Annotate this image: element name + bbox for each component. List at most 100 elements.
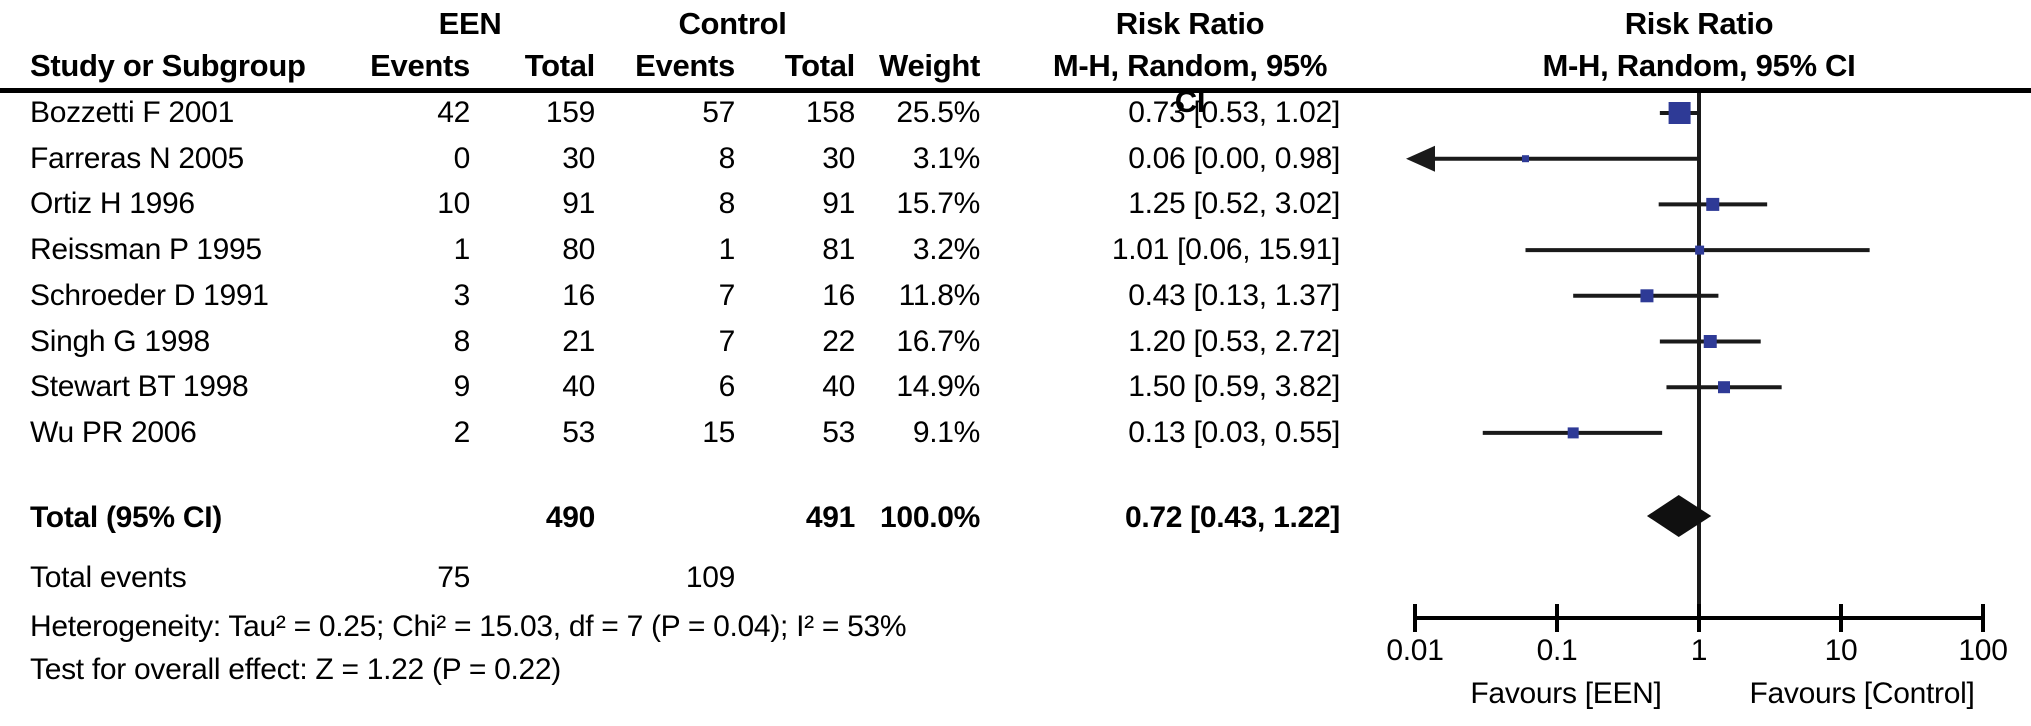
effect-estimate-cell: 1.25 [0.52, 3.02] xyxy=(1128,187,1340,221)
effect-marker xyxy=(1703,335,1717,348)
x-axis-tick-label: 0.1 xyxy=(1537,634,1578,667)
study-row: Farreras N 2005 0 30 8 30 3.1% 0.06 [0.0… xyxy=(0,142,2031,176)
group1-events-cell: 8 xyxy=(453,324,471,358)
study-row: Singh G 1998 8 21 7 22 16.7% 1.20 [0.53,… xyxy=(0,325,2031,359)
weight-cell: 16.7% xyxy=(896,324,980,358)
study-name-cell: Singh G 1998 xyxy=(30,324,210,358)
group1-total-cell: 53 xyxy=(562,415,595,449)
group1-total-cell: 80 xyxy=(562,233,595,267)
favours-right-label: Favours [Control] xyxy=(1750,677,1975,710)
group2-total-cell: 40 xyxy=(822,370,855,404)
effect-estimate-cell: 0.73 [0.53, 1.02] xyxy=(1128,96,1340,129)
effect-marker xyxy=(1706,197,1720,211)
ci-arrow-left xyxy=(1406,145,1435,172)
weight-cell: 11.8% xyxy=(898,278,981,312)
effect-marker xyxy=(1567,427,1579,439)
group1-events-cell: 10 xyxy=(437,187,470,221)
study-row: Schroeder D 1991 3 16 7 16 11.8% 0.43 [0… xyxy=(0,279,2031,313)
study-name-cell: Stewart BT 1998 xyxy=(30,370,249,404)
group2-total-cell: 16 xyxy=(822,278,855,312)
study-name-cell: Wu PR 2006 xyxy=(30,415,197,449)
weight-cell: 14.9% xyxy=(896,370,980,404)
overall-effect-test: Test for overall effect: Z = 1.22 (P = 0… xyxy=(30,653,561,686)
group2-events-cell: 57 xyxy=(702,96,735,129)
group2-events-cell: 7 xyxy=(718,278,736,312)
study-name-cell: Bozzetti F 2001 xyxy=(30,96,234,129)
weight-cell: 9.1% xyxy=(912,415,980,449)
total-group2-n: 491 xyxy=(805,501,855,534)
group1-events-cell: 0 xyxy=(453,141,471,175)
effect-marker xyxy=(1718,381,1731,394)
effect-estimate-cell: 1.50 [0.59, 3.82] xyxy=(1128,370,1340,404)
favours-left-label: Favours [EEN] xyxy=(1470,677,1661,710)
plot-column-header: M-H, Random, 95% CI xyxy=(1542,48,1856,83)
group2-total-cell: 81 xyxy=(822,233,855,267)
weight-cell: 3.1% xyxy=(912,141,980,175)
x-axis-tick-label: 0.01 xyxy=(1386,634,1443,667)
x-axis-tick-label: 10 xyxy=(1825,634,1858,667)
total-events-row: Total events 75 109 xyxy=(0,561,2031,595)
study-row: Wu PR 2006 2 53 15 53 9.1% 0.13 [0.03, 0… xyxy=(0,416,2031,450)
total-events-group1: 75 xyxy=(437,561,470,594)
group1-events-cell: 2 xyxy=(453,415,471,449)
header-rule xyxy=(0,88,2031,93)
group2-total-cell: 53 xyxy=(822,415,855,449)
total-events-label: Total events xyxy=(30,561,187,594)
group1-header: EEN xyxy=(438,6,502,41)
study-row: Ortiz H 1996 10 91 8 91 15.7% 1.25 [0.52… xyxy=(0,187,2031,221)
group2-events-cell: 1 xyxy=(718,233,736,267)
group1-events-cell: 42 xyxy=(437,96,470,129)
effect-estimate-cell: 0.06 [0.00, 0.98] xyxy=(1128,141,1340,175)
group1-total-cell: 16 xyxy=(562,278,595,312)
study-column-header: Study or Subgroup xyxy=(30,48,306,83)
group1-events-header: Events xyxy=(370,48,470,83)
effect-estimate-cell: 0.43 [0.13, 1.37] xyxy=(1128,278,1340,312)
group2-total-cell: 30 xyxy=(822,141,855,175)
group1-total-header: Total xyxy=(524,48,596,83)
group2-total-cell: 158 xyxy=(805,96,855,129)
group2-events-cell: 8 xyxy=(718,141,736,175)
group2-events-cell: 6 xyxy=(718,370,736,404)
group2-events-cell: 7 xyxy=(718,324,736,358)
group2-events-cell: 8 xyxy=(718,187,736,221)
effect-title-plot-column: Risk Ratio xyxy=(1624,6,1774,41)
study-row: Bozzetti F 2001 42 159 57 158 25.5% 0.73… xyxy=(0,96,2031,130)
weight-cell: 25.5% xyxy=(896,96,980,129)
group1-total-cell: 91 xyxy=(562,187,595,221)
total-weight: 100.0% xyxy=(880,501,980,534)
group1-events-cell: 1 xyxy=(453,233,471,267)
effect-column-header: M-H, Random, 95% CI xyxy=(1052,48,1328,119)
group1-total-cell: 40 xyxy=(562,370,595,404)
total-events-group2: 109 xyxy=(685,561,735,594)
effect-marker xyxy=(1695,245,1705,255)
group1-total-cell: 30 xyxy=(562,141,595,175)
group2-total-cell: 91 xyxy=(822,187,855,221)
study-name-cell: Reissman P 1995 xyxy=(30,233,262,267)
total-group1-n: 490 xyxy=(545,501,595,534)
x-axis-tick-label: 100 xyxy=(1958,634,2007,667)
total-row: Total (95% CI) 490 491 100.0% 0.72 [0.43… xyxy=(0,501,2031,535)
weight-cell: 15.7% xyxy=(896,187,980,221)
effect-marker xyxy=(1640,289,1654,303)
x-axis-tick-label: 1 xyxy=(1691,634,1707,667)
study-name-cell: Schroeder D 1991 xyxy=(30,278,269,312)
weight-cell: 3.2% xyxy=(912,233,980,267)
weight-column-header: Weight xyxy=(879,48,980,83)
effect-estimate-cell: 1.01 [0.06, 15.91] xyxy=(1111,233,1340,267)
group2-header: Control xyxy=(678,6,787,41)
study-name-cell: Farreras N 2005 xyxy=(30,141,244,175)
study-row: Reissman P 1995 1 80 1 81 3.2% 1.01 [0.0… xyxy=(0,233,2031,267)
summary-diamond xyxy=(1646,495,1712,537)
effect-estimate-cell: 0.13 [0.03, 0.55] xyxy=(1128,415,1340,449)
total-label: Total (95% CI) xyxy=(30,501,222,534)
heterogeneity-stats: Heterogeneity: Tau² = 0.25; Chi² = 15.03… xyxy=(30,610,907,643)
group1-total-cell: 21 xyxy=(562,324,595,358)
study-name-cell: Ortiz H 1996 xyxy=(30,187,195,221)
effect-marker xyxy=(1668,102,1691,124)
group2-total-header: Total xyxy=(784,48,856,83)
group1-total-cell: 159 xyxy=(545,96,595,129)
study-row: Stewart BT 1998 9 40 6 40 14.9% 1.50 [0.… xyxy=(0,370,2031,404)
group1-events-cell: 9 xyxy=(453,370,471,404)
